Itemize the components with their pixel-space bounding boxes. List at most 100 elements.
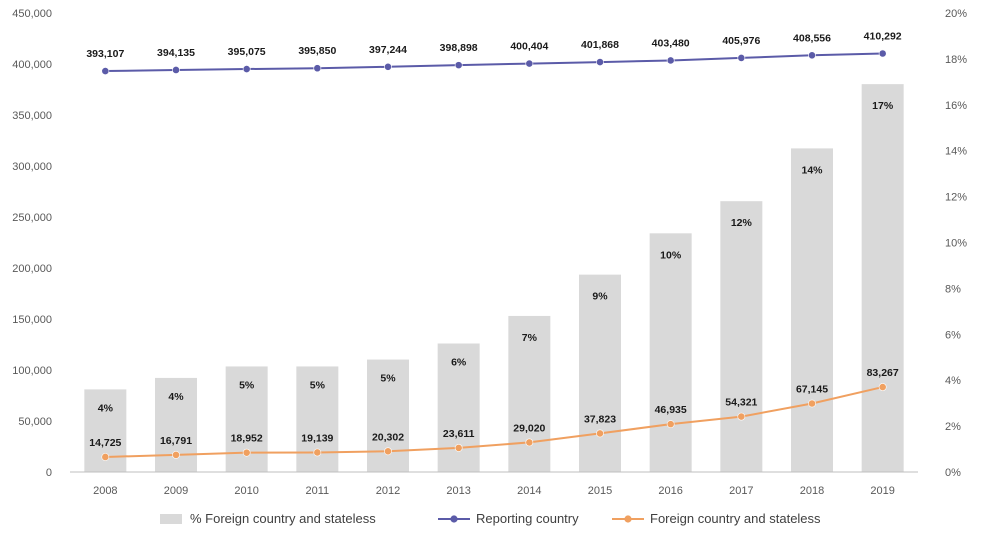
reporting-country-data-label: 397,244 [369,44,407,56]
x-axis-tick-label: 2011 [306,485,330,497]
bar-data-label: 5% [239,379,255,391]
lines-layer [101,49,887,461]
reporting-country-point [737,54,746,62]
left-axis-tick-label: 350,000 [12,110,52,122]
x-axis-tick-label: 2013 [446,485,470,497]
left-axis-tick-label: 150,000 [12,314,52,326]
foreign-country-data-label: 46,935 [655,404,687,416]
bar-data-label: 14% [801,164,823,176]
reporting-country-point [808,51,816,60]
right-axis-tick-label: 18% [945,54,967,66]
legend-swatch-reporting-marker [450,515,458,523]
right-axis-tick-label: 0% [945,467,961,479]
left-axis-tick-label: 100,000 [12,365,52,377]
x-axis-tick-label: 2008 [93,485,117,497]
reporting-country-data-label: 401,868 [581,39,619,51]
x-axis-tick-label: 2018 [800,485,824,497]
bar [861,84,904,473]
right-axis-tick-label: 6% [945,329,961,341]
foreign-country-line [105,386,883,458]
legend-label: Reporting country [476,511,579,526]
legend: % Foreign country and stateless Reporting… [160,511,821,526]
reporting-country-point [525,59,534,68]
foreign-country-data-label: 29,020 [513,422,545,434]
reporting-country-data-label: 394,135 [157,47,195,59]
right-axis-tick-label: 10% [945,238,967,250]
legend-swatch-bar [160,514,182,524]
bar-data-label: 17% [872,100,894,112]
x-axis-tick-label: 2019 [870,485,894,497]
reporting-country-point [313,64,322,73]
foreign-country-point [737,412,746,421]
bar-data-label: 7% [522,332,538,344]
right-axis-tick-label: 4% [945,375,961,387]
reporting-country-point [242,65,251,73]
right-axis: 0% 2% 4% 6% 8% 10% 12% 14% 16% 18% 20% [945,8,967,479]
legend-label: % Foreign country and stateless [190,511,376,526]
x-axis-tick-label: 2009 [164,485,188,497]
bars-layer [84,84,904,473]
legend-label: Foreign country and stateless [650,511,821,526]
reporting-country-data-label: 403,480 [652,37,690,49]
bar [720,201,763,472]
bar [791,148,833,472]
bar-data-label: 4% [98,402,114,414]
foreign-country-point [454,444,463,452]
left-axis-tick-label: 400,000 [12,59,52,71]
foreign-country-data-label: 37,823 [584,413,616,425]
reporting-country-point [596,58,604,66]
bar-data-label: 5% [380,373,396,385]
bar-data-label: 4% [168,391,184,403]
foreign-country-data-label: 16,791 [160,435,192,447]
bar-data-label: 6% [451,356,467,368]
reporting-country-point [666,56,675,65]
foreign-country-data-label: 14,725 [89,437,121,449]
foreign-country-data-label: 54,321 [725,397,757,409]
reporting-country-data-label: 410,292 [864,31,902,43]
reporting-country-point [454,61,463,70]
x-axis-tick-label: 2016 [658,485,682,497]
bar-data-label: 5% [310,379,326,391]
reporting-country-point [101,67,110,75]
reporting-country-point [878,49,887,58]
x-axis-tick-label: 2012 [376,485,400,497]
bar-data-label: 12% [731,217,753,229]
right-axis-tick-label: 20% [945,8,967,20]
x-axis-tick-label: 2010 [234,485,258,497]
right-axis-tick-label: 2% [945,421,961,433]
bar-data-label: 9% [592,291,608,303]
reporting-country-data-label: 398,898 [440,42,478,54]
right-axis-tick-label: 8% [945,283,961,295]
left-axis-tick-label: 200,000 [12,263,52,275]
legend-swatch-foreign-marker [624,515,632,523]
x-axis: 2008 2009 2010 2011 2012 2013 2014 2015 2016 2017… [93,485,895,497]
foreign-country-point [596,429,604,438]
left-axis-tick-label: 300,000 [12,161,52,173]
right-axis-tick-label: 12% [945,192,967,204]
foreign-country-data-label: 20,302 [372,431,404,443]
foreign-country-point [878,383,887,391]
reporting-country-point [384,62,392,71]
foreign-country-data-label: 23,611 [443,428,475,440]
foreign-country-point [313,448,322,457]
foreign-country-data-label: 18,952 [231,433,263,445]
foreign-country-point [242,448,251,457]
x-axis-tick-label: 2017 [729,485,753,497]
left-axis-tick-label: 450,000 [12,8,52,20]
reporting-country-data-label: 393,107 [86,48,124,60]
bar [579,274,621,472]
left-axis-tick-label: 0 [46,467,52,479]
foreign-country-data-label: 67,145 [796,384,828,396]
bar-data-label: 10% [660,249,682,261]
x-axis-tick-label: 2015 [588,485,612,497]
left-axis-tick-label: 250,000 [12,212,52,224]
foreign-country-point [666,420,675,429]
reporting-country-line [105,52,883,73]
right-axis-tick-label: 16% [945,100,967,112]
foreign-country-point [525,438,534,447]
bar [649,233,692,472]
foreign-country-point [172,450,180,459]
foreign-country-point [101,453,110,461]
reporting-country-data-label: 395,850 [298,45,336,57]
